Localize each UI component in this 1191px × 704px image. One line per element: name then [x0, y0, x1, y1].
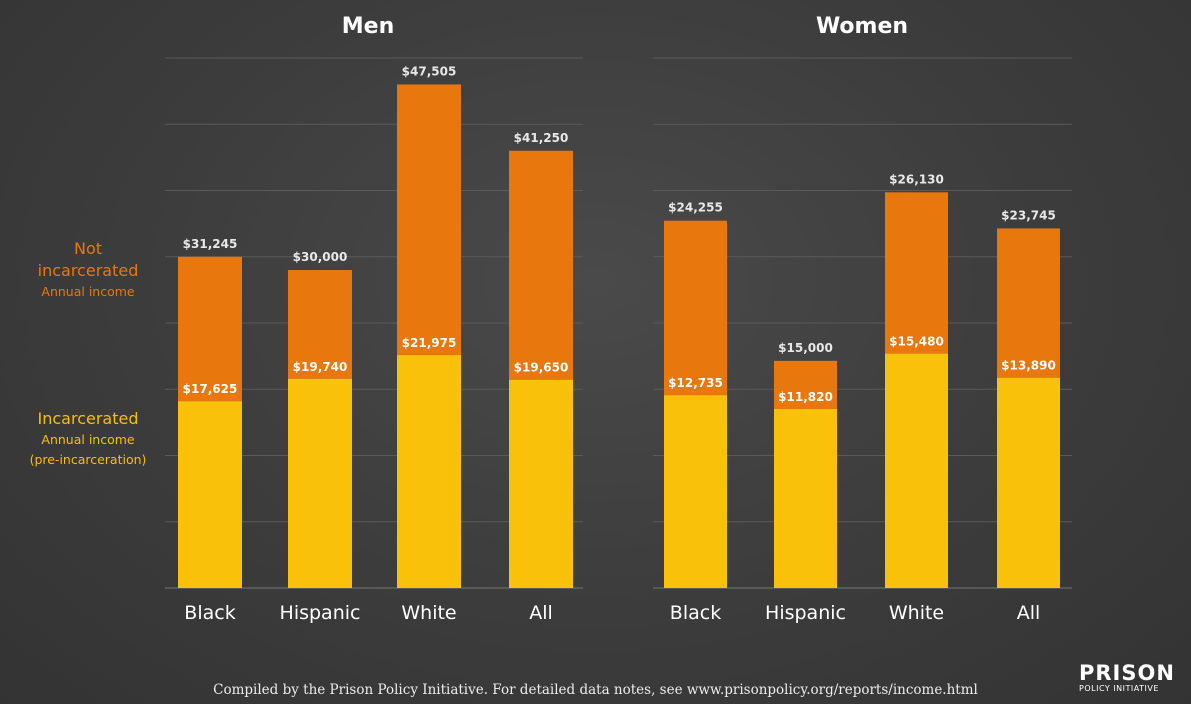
data-label-not-incarcerated-all: $23,745 — [1001, 208, 1056, 222]
panel-title-men: Men — [342, 14, 394, 39]
data-label-not-incarcerated-hispanic: $30,000 — [293, 250, 348, 264]
bar-incarcerated-hispanic — [288, 378, 352, 588]
bar-incarcerated-white — [885, 353, 948, 588]
legend-not-incarcerated-title-1: Not — [73, 239, 103, 258]
data-label-not-incarcerated-black: $24,255 — [668, 201, 723, 215]
data-label-incarcerated-all: $13,890 — [1001, 359, 1056, 373]
data-label-not-incarcerated-white: $47,505 — [402, 64, 457, 78]
data-label-incarcerated-black: $12,735 — [668, 376, 723, 390]
category-label-white: White — [401, 602, 456, 624]
logo-main-text: PRISON — [1079, 661, 1175, 685]
category-label-all: All — [1017, 602, 1041, 624]
category-label-white: White — [889, 602, 944, 624]
bar-incarcerated-all — [997, 377, 1060, 588]
bar-not-incarcerated-hispanic — [288, 270, 352, 379]
chart-panel-women: Women $24,255 $12,735 Black $15,000 $11,820 Hi… — [653, 14, 1072, 624]
bar-not-incarcerated-hispanic — [774, 360, 837, 410]
bar-not-incarcerated-white — [885, 192, 948, 354]
category-label-all: All — [529, 602, 553, 624]
category-label-black: Black — [670, 602, 721, 624]
bar-incarcerated-all — [509, 379, 573, 588]
data-label-incarcerated-white: $15,480 — [889, 335, 944, 349]
data-label-incarcerated-hispanic: $19,740 — [293, 360, 348, 374]
bar-incarcerated-black — [664, 395, 727, 588]
prison-policy-initiative-logo: PRISON POLICY INITIATIVE — [1079, 662, 1191, 694]
legend-not-incarcerated-sub: Annual income — [41, 284, 135, 299]
bar-not-incarcerated-black — [664, 220, 727, 396]
data-label-not-incarcerated-black: $31,245 — [183, 237, 238, 251]
category-label-black: Black — [184, 602, 235, 624]
legend-not-incarcerated-title-2: incarcerated — [37, 261, 139, 280]
bar-incarcerated-white — [397, 355, 461, 588]
bar-not-incarcerated-all — [997, 228, 1060, 378]
legend-incarcerated: Incarcerated Annual income (pre-incarcer… — [8, 408, 168, 470]
legend-incarcerated-title: Incarcerated — [37, 409, 139, 428]
data-label-not-incarcerated-all: $41,250 — [514, 131, 569, 145]
legend-not-incarcerated: Not incarcerated Annual income — [8, 238, 168, 302]
chart-panel-men: Men $31,245 $17,625 Black $30,000 $19,740 Hisp… — [165, 14, 583, 624]
bar-incarcerated-black — [178, 401, 242, 588]
bar-incarcerated-hispanic — [774, 409, 837, 588]
data-label-incarcerated-all: $19,650 — [514, 361, 569, 375]
legend-incarcerated-sub-1: Annual income — [41, 432, 135, 447]
logo-sub-text: POLICY INITIATIVE — [1079, 684, 1159, 693]
bar-not-incarcerated-black — [178, 256, 242, 402]
data-label-incarcerated-hispanic: $11,820 — [778, 390, 833, 404]
category-label-hispanic: Hispanic — [765, 602, 846, 624]
data-label-incarcerated-black: $17,625 — [183, 382, 238, 396]
bar-not-incarcerated-all — [509, 150, 573, 380]
footer-source-note: Compiled by the Prison Policy Initiative… — [213, 682, 978, 698]
category-label-hispanic: Hispanic — [280, 602, 361, 624]
panel-title-women: Women — [816, 14, 908, 39]
data-label-not-incarcerated-hispanic: $15,000 — [778, 341, 833, 355]
data-label-incarcerated-white: $21,975 — [402, 336, 457, 350]
bar-not-incarcerated-white — [397, 84, 461, 356]
legend-incarcerated-sub-2: (pre-incarceration) — [29, 452, 147, 467]
data-label-not-incarcerated-white: $26,130 — [889, 172, 944, 186]
